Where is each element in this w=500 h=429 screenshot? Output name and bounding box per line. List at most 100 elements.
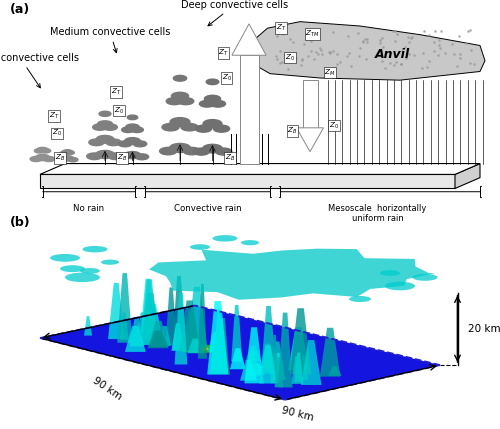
Ellipse shape — [181, 346, 209, 352]
Ellipse shape — [65, 272, 100, 282]
Circle shape — [122, 127, 134, 133]
Polygon shape — [232, 24, 266, 55]
Circle shape — [62, 156, 74, 161]
Polygon shape — [148, 321, 169, 347]
Circle shape — [178, 98, 194, 105]
Circle shape — [36, 148, 48, 152]
Polygon shape — [271, 341, 284, 370]
Polygon shape — [198, 284, 207, 359]
Ellipse shape — [101, 260, 119, 265]
Ellipse shape — [179, 344, 221, 353]
Polygon shape — [270, 335, 279, 383]
Polygon shape — [245, 346, 261, 361]
Polygon shape — [260, 344, 276, 369]
Circle shape — [196, 125, 212, 132]
Text: $Z_T$: $Z_T$ — [49, 111, 59, 121]
Circle shape — [174, 76, 186, 81]
Text: Anvil: Anvil — [375, 48, 410, 60]
Polygon shape — [240, 55, 258, 163]
Circle shape — [206, 79, 219, 85]
Circle shape — [210, 100, 226, 107]
Polygon shape — [296, 128, 324, 152]
Polygon shape — [214, 309, 223, 352]
Polygon shape — [288, 327, 309, 370]
Circle shape — [106, 139, 121, 146]
Ellipse shape — [190, 244, 210, 250]
Polygon shape — [246, 350, 259, 376]
Text: Mesoscale  horizontally
uniform rain: Mesoscale horizontally uniform rain — [328, 204, 426, 223]
Polygon shape — [125, 326, 146, 352]
Polygon shape — [108, 283, 124, 339]
Text: Shallow convective cells: Shallow convective cells — [0, 53, 80, 88]
Polygon shape — [158, 326, 171, 346]
Text: No rain: No rain — [74, 204, 104, 213]
Polygon shape — [130, 318, 144, 346]
Polygon shape — [302, 80, 318, 128]
Circle shape — [160, 148, 176, 155]
Polygon shape — [141, 293, 160, 344]
Text: $Z_B$: $Z_B$ — [225, 153, 235, 163]
Text: $Z_M$: $Z_M$ — [324, 67, 336, 78]
Circle shape — [89, 139, 104, 146]
Polygon shape — [208, 333, 224, 352]
Circle shape — [172, 92, 188, 100]
Circle shape — [99, 111, 111, 116]
Text: 20 km: 20 km — [468, 324, 500, 334]
Text: $Z_0$: $Z_0$ — [329, 121, 339, 131]
Polygon shape — [149, 249, 436, 300]
Ellipse shape — [60, 265, 85, 272]
Polygon shape — [294, 353, 303, 382]
Circle shape — [66, 151, 74, 154]
Circle shape — [133, 141, 147, 147]
Circle shape — [166, 98, 182, 105]
Circle shape — [96, 151, 114, 159]
Polygon shape — [137, 312, 148, 333]
Ellipse shape — [50, 254, 80, 262]
Polygon shape — [248, 363, 265, 375]
Text: $Z_0$: $Z_0$ — [52, 128, 62, 138]
Polygon shape — [270, 353, 284, 375]
Ellipse shape — [385, 282, 415, 290]
Ellipse shape — [185, 347, 200, 351]
Circle shape — [92, 124, 107, 130]
Text: (a): (a) — [10, 3, 30, 16]
Circle shape — [68, 157, 78, 162]
Ellipse shape — [212, 235, 238, 242]
Polygon shape — [244, 327, 264, 384]
Circle shape — [43, 157, 55, 162]
Polygon shape — [172, 323, 184, 351]
Text: (b): (b) — [10, 216, 30, 229]
Polygon shape — [148, 330, 169, 348]
Text: $Z_T$: $Z_T$ — [218, 48, 228, 58]
Polygon shape — [141, 279, 158, 345]
Polygon shape — [40, 305, 440, 400]
Circle shape — [36, 154, 50, 160]
Circle shape — [170, 143, 190, 152]
Polygon shape — [172, 276, 186, 350]
Circle shape — [181, 124, 198, 131]
Polygon shape — [218, 318, 229, 370]
Circle shape — [103, 124, 118, 130]
Circle shape — [57, 157, 67, 162]
Ellipse shape — [80, 268, 100, 274]
Circle shape — [96, 136, 114, 143]
Circle shape — [130, 127, 143, 133]
Polygon shape — [210, 332, 224, 371]
Polygon shape — [188, 338, 203, 353]
Circle shape — [126, 124, 139, 130]
Circle shape — [124, 151, 141, 159]
Ellipse shape — [349, 296, 371, 302]
Text: $Z_{TM}$: $Z_{TM}$ — [306, 29, 320, 39]
Text: $Z_B$: $Z_B$ — [288, 126, 298, 136]
Polygon shape — [301, 340, 322, 385]
Circle shape — [135, 154, 148, 160]
Circle shape — [41, 149, 50, 153]
Polygon shape — [290, 308, 312, 374]
Circle shape — [86, 153, 102, 160]
Circle shape — [127, 115, 138, 120]
Polygon shape — [166, 287, 177, 345]
Ellipse shape — [82, 246, 108, 252]
Polygon shape — [328, 366, 342, 376]
Circle shape — [214, 125, 230, 132]
Ellipse shape — [412, 274, 438, 281]
